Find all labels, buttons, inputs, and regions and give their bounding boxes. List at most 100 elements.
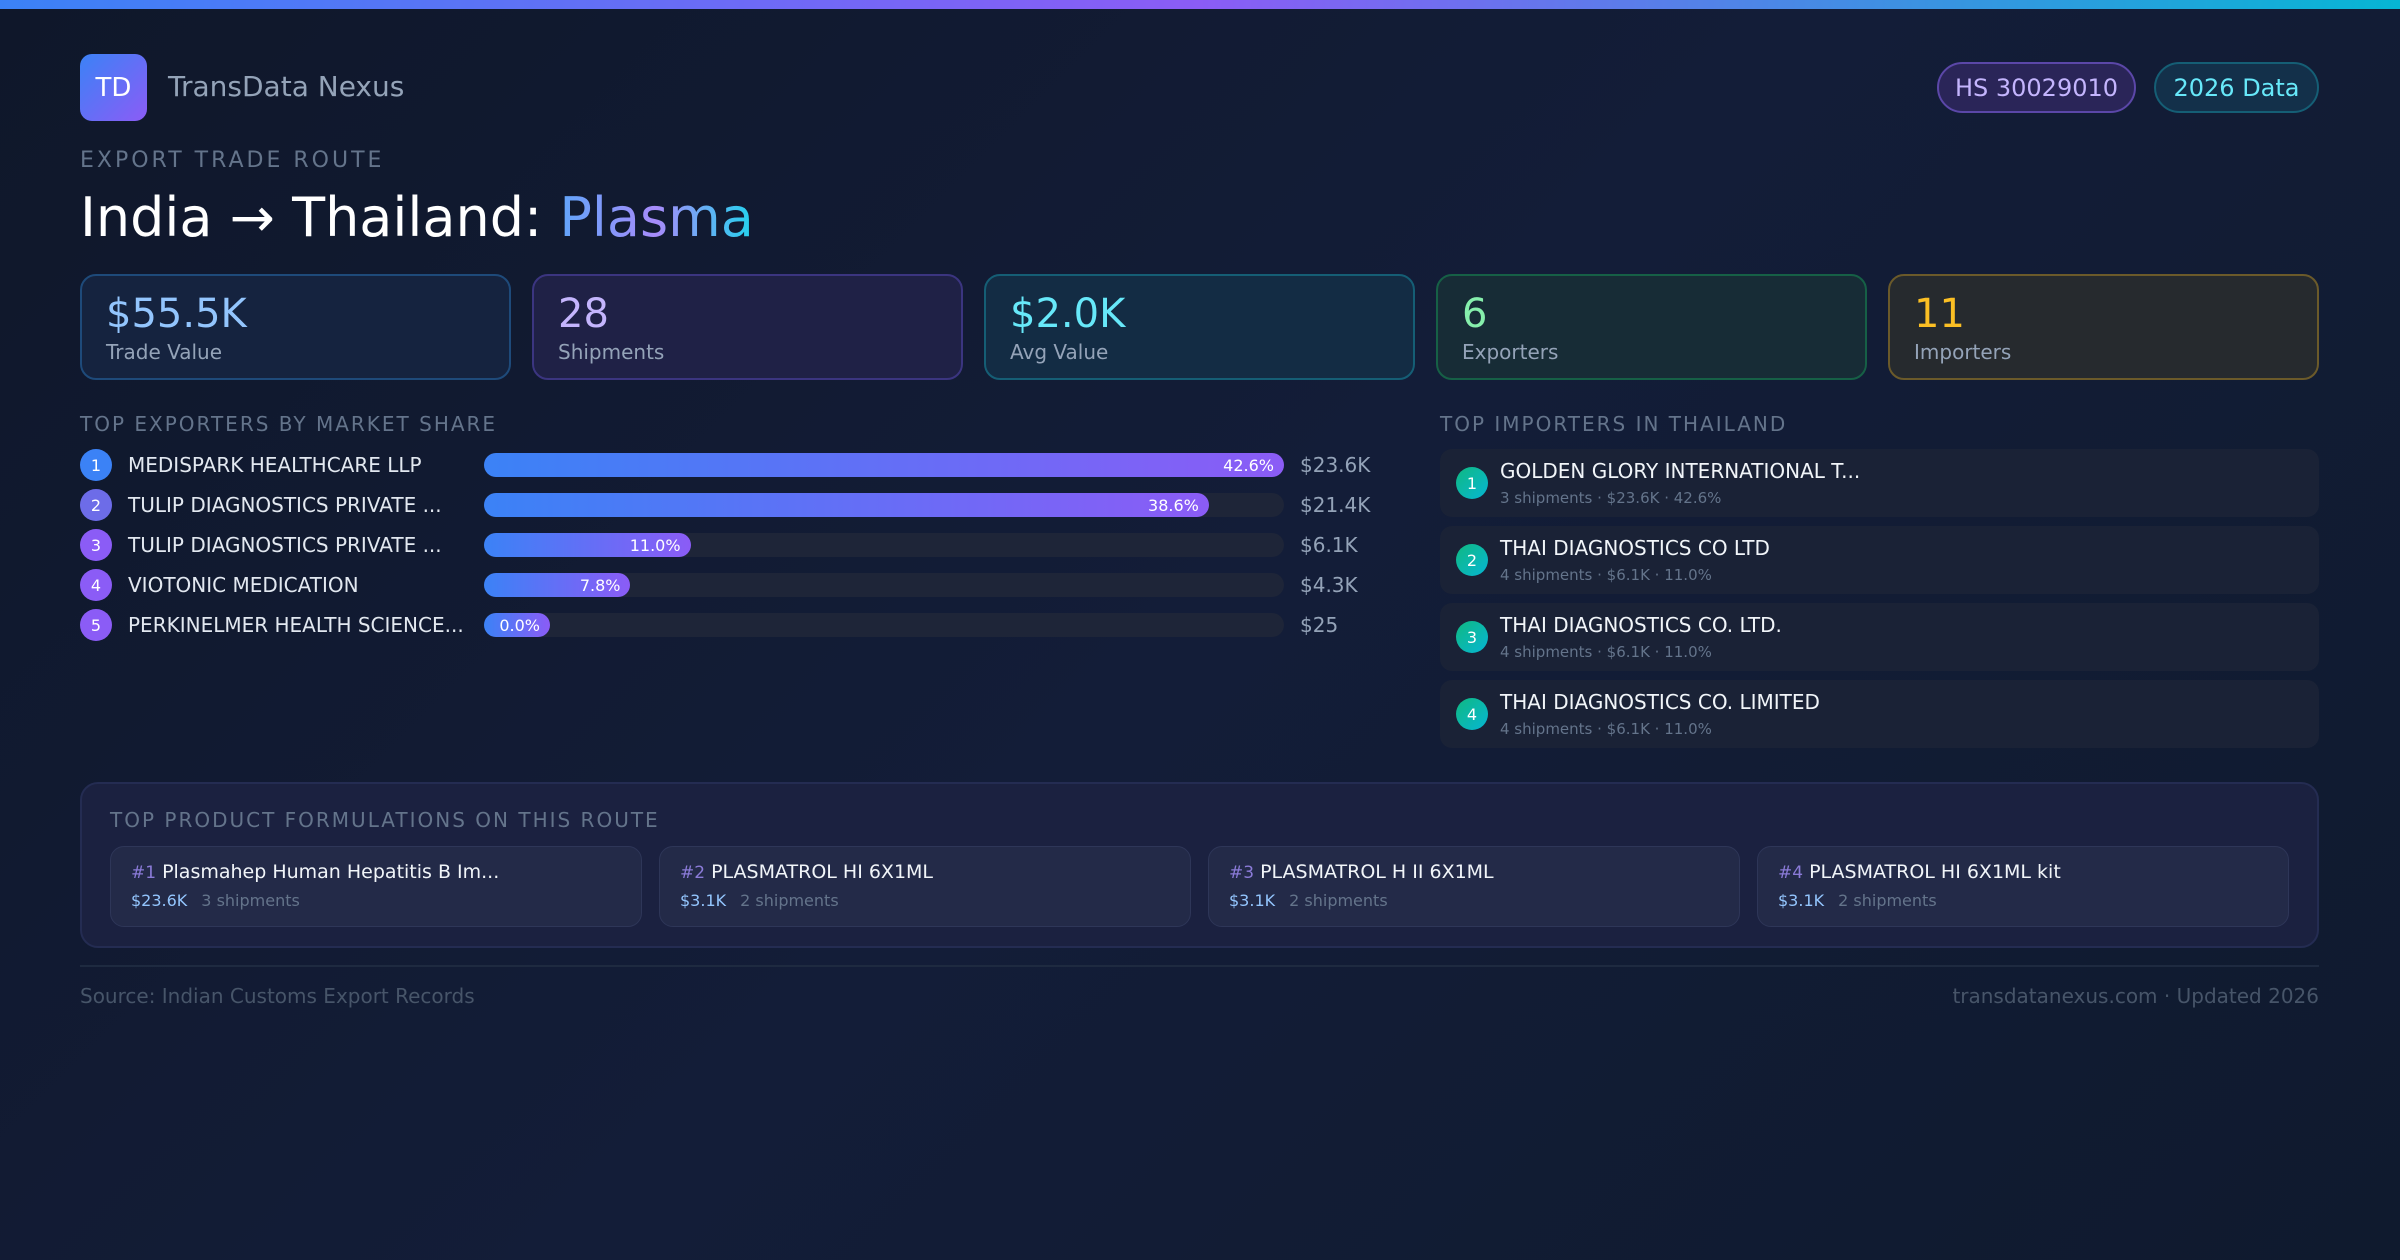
importers-heading: TOP IMPORTERS IN THAILAND: [1440, 412, 1788, 436]
rank-badge: 3: [1456, 621, 1488, 653]
formulation-rank: #1: [131, 863, 157, 883]
exporter-value: $4.3K: [1300, 573, 1358, 597]
importer-card[interactable]: 1 GOLDEN GLORY INTERNATIONAL T... 3 ship…: [1440, 449, 2319, 517]
formulation-card[interactable]: #4 PLASMATROL HI 6X1ML kit $3.1K 2 shipmen…: [1757, 846, 2289, 927]
formulation-card[interactable]: #3 PLASMATROL H II 6X1ML $3.1K 2 shipments: [1208, 846, 1740, 927]
footer-source: Source: Indian Customs Export Records: [80, 984, 475, 1008]
share-bar-fill: 38.6%: [484, 493, 1209, 517]
formulation-name: Plasmahep Human Hepatitis B Im...: [162, 861, 500, 883]
importer-name: THAI DIAGNOSTICS CO LTD: [1500, 536, 1770, 560]
importer-stats: 4 shipments · $6.1K · 11.0%: [1500, 643, 1712, 661]
exporter-value: $25: [1300, 613, 1339, 637]
footer-site: transdatanexus.com · Updated 2026: [1952, 984, 2319, 1008]
share-bar-fill: 7.8%: [484, 573, 631, 597]
share-bar-fill: 11.0%: [484, 533, 691, 557]
importer-stats: 3 shipments · $23.6K · 42.6%: [1500, 489, 1722, 507]
formulation-card[interactable]: #2 PLASMATROL HI 6X1ML $3.1K 2 shipments: [659, 846, 1191, 927]
importer-card[interactable]: 4 THAI DIAGNOSTICS CO. LIMITED 4 shipmen…: [1440, 680, 2319, 748]
exporter-row[interactable]: 3 TULIP DIAGNOSTICS PRIVATE ... 11.0% $6…: [80, 529, 1380, 561]
formulation-value: $23.6K: [131, 891, 188, 910]
stat-card-importers: 11 Importers: [1888, 274, 2319, 380]
importer-stats: 4 shipments · $6.1K · 11.0%: [1500, 566, 1712, 584]
stat-label: Importers: [1914, 340, 2012, 364]
exporter-name: TULIP DIAGNOSTICS PRIVATE ...: [128, 493, 442, 517]
stat-value: $55.5K: [106, 291, 247, 337]
eyebrow: EXPORT TRADE ROUTE: [80, 148, 385, 173]
formulation-rank: #3: [1229, 863, 1255, 883]
exporter-name: PERKINELMER HEALTH SCIENCE...: [128, 613, 464, 637]
exporter-row[interactable]: 5 PERKINELMER HEALTH SCIENCE... 0.0% $25: [80, 609, 1380, 641]
rank-badge: 5: [80, 609, 112, 641]
rank-badge: 2: [1456, 544, 1488, 576]
stat-value: 11: [1914, 291, 1965, 337]
stat-card-exporters: 6 Exporters: [1436, 274, 1867, 380]
share-label: 0.0%: [499, 615, 540, 635]
share-bar-fill: 42.6%: [484, 453, 1284, 477]
logo: TD: [80, 54, 147, 121]
share-label: 7.8%: [579, 575, 621, 595]
rank-badge: 4: [1456, 698, 1488, 730]
formulation-name: PLASMATROL HI 6X1ML: [711, 861, 934, 883]
brand-name: TransData Nexus: [168, 70, 405, 103]
importer-card[interactable]: 3 THAI DIAGNOSTICS CO. LTD. 4 shipments …: [1440, 603, 2319, 671]
formulation-value: $3.1K: [1229, 891, 1276, 910]
stat-card-shipments: 28 Shipments: [532, 274, 963, 380]
share-bar-track: 7.8%: [484, 573, 1284, 597]
stat-label: Exporters: [1462, 340, 1559, 364]
share-bar-track: 42.6%: [484, 453, 1284, 477]
formulation-name: PLASMATROL H II 6X1ML: [1260, 861, 1494, 883]
stat-label: Trade Value: [106, 340, 223, 364]
stat-label: Avg Value: [1010, 340, 1109, 364]
exporter-name: VIOTONIC MEDICATION: [128, 573, 359, 597]
title-route: India → Thailand:: [80, 186, 560, 249]
hs-code-badge: HS 30029010: [1937, 62, 2136, 113]
rank-badge: 1: [80, 449, 112, 481]
title-product: Plasma: [559, 186, 754, 249]
stat-value: 28: [558, 291, 609, 337]
accent-bar: [0, 0, 2400, 9]
exporter-value: $23.6K: [1300, 453, 1371, 477]
stat-label: Shipments: [558, 340, 665, 364]
stat-card-avg-value: $2.0K Avg Value: [984, 274, 1415, 380]
importer-name: THAI DIAGNOSTICS CO. LIMITED: [1500, 690, 1820, 714]
formulation-value: $3.1K: [680, 891, 727, 910]
formulation-shipments: 2 shipments: [740, 891, 839, 910]
formulation-value: $3.1K: [1778, 891, 1825, 910]
rank-badge: 3: [80, 529, 112, 561]
share-bar-track: 0.0%: [484, 613, 1284, 637]
formulations-panel: TOP PRODUCT FORMULATIONS ON THIS ROUTE #…: [80, 782, 2319, 948]
exporter-value: $6.1K: [1300, 533, 1358, 557]
formulation-shipments: 2 shipments: [1838, 891, 1937, 910]
formulation-shipments: 2 shipments: [1289, 891, 1388, 910]
share-bar-fill: 0.0%: [484, 613, 550, 637]
exporter-row[interactable]: 2 TULIP DIAGNOSTICS PRIVATE ... 38.6% $2…: [80, 489, 1380, 521]
exporters-heading: TOP EXPORTERS BY MARKET SHARE: [80, 412, 498, 436]
formulation-rank: #2: [680, 863, 706, 883]
share-label: 38.6%: [1148, 495, 1199, 515]
formulation-card[interactable]: #1 Plasmahep Human Hepatitis B Im... $23.…: [110, 846, 642, 927]
importer-card[interactable]: 2 THAI DIAGNOSTICS CO LTD 4 shipments · …: [1440, 526, 2319, 594]
stat-card-trade-value: $55.5K Trade Value: [80, 274, 511, 380]
rank-badge: 2: [80, 489, 112, 521]
page-title: India → Thailand: Plasma: [80, 186, 754, 249]
rank-badge: 4: [80, 569, 112, 601]
importer-name: THAI DIAGNOSTICS CO. LTD.: [1500, 613, 1782, 637]
importer-name: GOLDEN GLORY INTERNATIONAL T...: [1500, 459, 1861, 483]
rank-badge: 1: [1456, 467, 1488, 499]
footer-divider: [80, 965, 2319, 967]
formulation-rank: #4: [1778, 863, 1804, 883]
stat-value: 6: [1462, 291, 1488, 337]
formulation-shipments: 3 shipments: [201, 891, 300, 910]
stat-value: $2.0K: [1010, 291, 1126, 337]
exporter-value: $21.4K: [1300, 493, 1371, 517]
year-badge: 2026 Data: [2154, 62, 2319, 113]
exporter-row[interactable]: 4 VIOTONIC MEDICATION 7.8% $4.3K: [80, 569, 1380, 601]
formulations-heading: TOP PRODUCT FORMULATIONS ON THIS ROUTE: [110, 808, 660, 832]
exporter-name: MEDISPARK HEALTHCARE LLP: [128, 453, 422, 477]
share-bar-track: 11.0%: [484, 533, 1284, 557]
exporter-name: TULIP DIAGNOSTICS PRIVATE ...: [128, 533, 442, 557]
exporter-row[interactable]: 1 MEDISPARK HEALTHCARE LLP 42.6% $23.6K: [80, 449, 1380, 481]
share-label: 42.6%: [1223, 455, 1274, 475]
share-label: 11.0%: [629, 535, 681, 555]
share-bar-track: 38.6%: [484, 493, 1284, 517]
